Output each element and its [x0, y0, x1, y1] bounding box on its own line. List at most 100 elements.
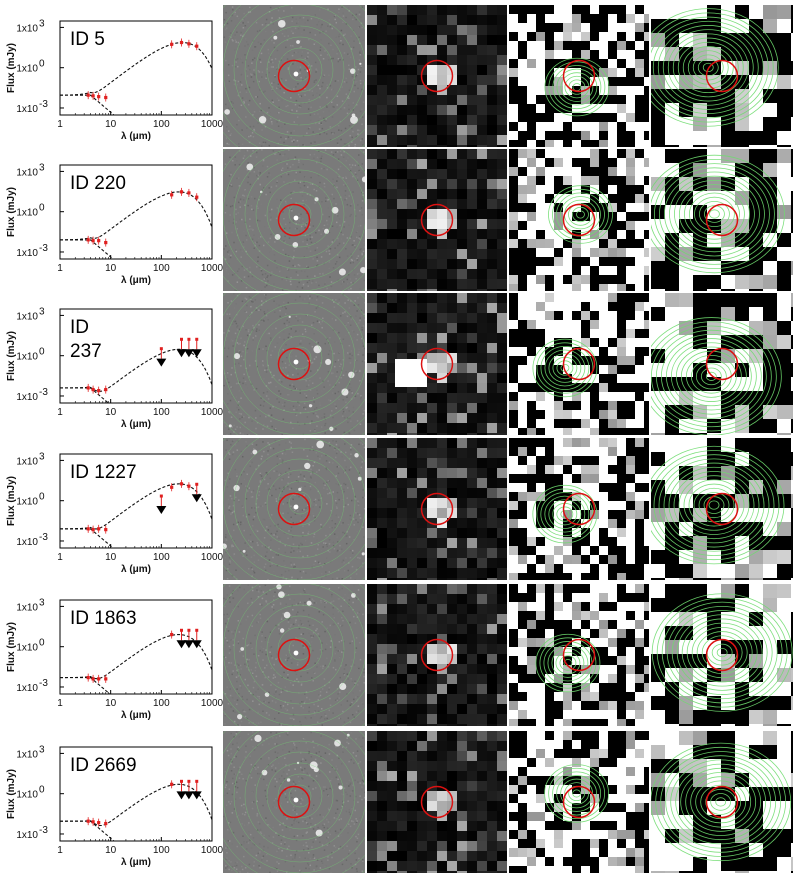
- y-tick-exponent: 3: [39, 162, 45, 173]
- total-model-curve: [60, 41, 212, 96]
- cutout-image: [651, 584, 793, 726]
- aperture-circle: [420, 492, 454, 526]
- cutout-mid-ir: [367, 731, 507, 873]
- x-tick-label: 100: [153, 698, 170, 709]
- x-axis-label: λ (μm): [121, 131, 151, 142]
- upper-limit-arrow: [191, 349, 202, 358]
- aperture-circle: [277, 785, 311, 819]
- upper-limit-point: [159, 347, 163, 351]
- cutout-optical: [223, 149, 365, 291]
- aperture-circle: [420, 785, 454, 819]
- y-tick-exponent: 0: [39, 347, 45, 358]
- x-tick-label: 10: [105, 407, 117, 418]
- data-point: [170, 42, 174, 46]
- x-tick-label: 10: [105, 845, 117, 856]
- data-point: [179, 482, 184, 486]
- source-id-label: 237: [70, 341, 102, 362]
- data-point: [97, 677, 101, 681]
- data-point: [179, 40, 184, 45]
- cutout-image: [223, 438, 365, 580]
- source-id-label: ID 1863: [70, 608, 137, 629]
- cutout-far-ir-long: [651, 293, 793, 435]
- cutout-image: [223, 5, 365, 147]
- sed-panel: 1 10 100 1000 1x10 -3 1x10 0 1x10 3 Flux (mJy) λ (μ…: [0, 5, 224, 147]
- data-point: [97, 239, 101, 243]
- data-point: [170, 193, 174, 197]
- cutout-optical: [223, 5, 365, 147]
- cutout-image: [223, 293, 365, 435]
- y-tick-exponent: 0: [39, 203, 45, 214]
- total-model-curve: [60, 191, 212, 241]
- cutout-optical: [223, 293, 365, 435]
- data-point: [104, 240, 108, 245]
- aperture-circle: [277, 203, 311, 237]
- y-axis-label: Flux (mJy): [6, 43, 17, 93]
- y-tick-exponent: -3: [39, 678, 48, 689]
- cutout-far-ir-short: [509, 5, 649, 147]
- y-tick-label: 1x10: [16, 208, 38, 219]
- upper-limit-point: [159, 494, 163, 498]
- cutout-image: [509, 293, 649, 435]
- cutout-image: [223, 584, 365, 726]
- data-point: [170, 485, 174, 489]
- cutout-mid-ir: [367, 149, 507, 291]
- y-tick-label: 1x10: [16, 23, 38, 34]
- y-axis-label: Flux (mJy): [6, 187, 17, 237]
- data-point: [195, 195, 199, 199]
- y-tick-exponent: 3: [39, 18, 45, 29]
- upper-limit-point: [195, 482, 199, 486]
- y-axis-label: Flux (mJy): [6, 622, 17, 672]
- upper-limit-arrow: [191, 640, 202, 649]
- stellar-model-curve: [60, 387, 110, 403]
- cutout-far-ir-short: [509, 584, 649, 726]
- cutout-image: [509, 5, 649, 147]
- cutout-far-ir-long: [651, 584, 793, 726]
- sed-panel: 1 10 100 1000 1x10 -3 1x10 0 1x10 3 Flux (mJy) λ (μ…: [0, 438, 224, 580]
- y-tick-label: 1x10: [16, 497, 38, 508]
- x-tick-label: 1: [57, 698, 63, 709]
- sed-panel: 1 10 100 1000 1x10 -3 1x10 0 1x10 3 Flux (mJy) λ (μ…: [0, 584, 224, 726]
- data-point: [91, 820, 95, 824]
- upper-limit-arrow: [176, 349, 187, 358]
- x-axis-label: λ (μm): [121, 419, 151, 430]
- upper-limit-arrow: [191, 494, 202, 503]
- x-tick-label: 100: [153, 263, 170, 274]
- upper-limit-point: [187, 628, 191, 632]
- upper-limit-arrow: [183, 640, 194, 649]
- x-tick-label: 1000: [201, 845, 224, 856]
- sed-panel: 1 10 100 1000 1x10 -3 1x10 0 1x10 3 Flux (mJy) λ (μ…: [0, 149, 224, 291]
- y-tick-exponent: -3: [39, 532, 48, 543]
- aperture-circle: [705, 59, 739, 93]
- y-tick-exponent: 0: [39, 59, 45, 70]
- cutout-image: [509, 584, 649, 726]
- y-tick-exponent: 0: [39, 785, 45, 796]
- y-tick-label: 1x10: [16, 643, 38, 654]
- upper-limit-arrow: [191, 791, 202, 800]
- cutout-image: [367, 5, 507, 147]
- x-tick-label: 1000: [201, 698, 224, 709]
- source-id-label: ID 220: [70, 173, 126, 194]
- x-tick-label: 100: [153, 119, 170, 130]
- x-tick-label: 1: [57, 552, 63, 563]
- x-tick-label: 1: [57, 845, 63, 856]
- aperture-circle: [562, 59, 596, 93]
- aperture-circle: [562, 492, 596, 526]
- upper-limit-point: [179, 628, 183, 632]
- y-tick-exponent: -3: [39, 825, 48, 836]
- y-axis-label: Flux (mJy): [6, 769, 17, 819]
- upper-limit-arrow: [176, 640, 187, 649]
- cutout-image: [367, 584, 507, 726]
- y-tick-exponent: 0: [39, 492, 45, 503]
- data-point: [91, 94, 95, 98]
- cutout-image: [509, 438, 649, 580]
- upper-limit-point: [195, 628, 199, 632]
- y-tick-label: 1x10: [16, 830, 38, 841]
- x-tick-label: 10: [105, 698, 117, 709]
- y-tick-label: 1x10: [16, 311, 38, 322]
- cutout-image: [651, 293, 793, 435]
- cutout-image: [509, 731, 649, 873]
- data-point: [170, 782, 174, 786]
- aperture-circle: [705, 638, 739, 672]
